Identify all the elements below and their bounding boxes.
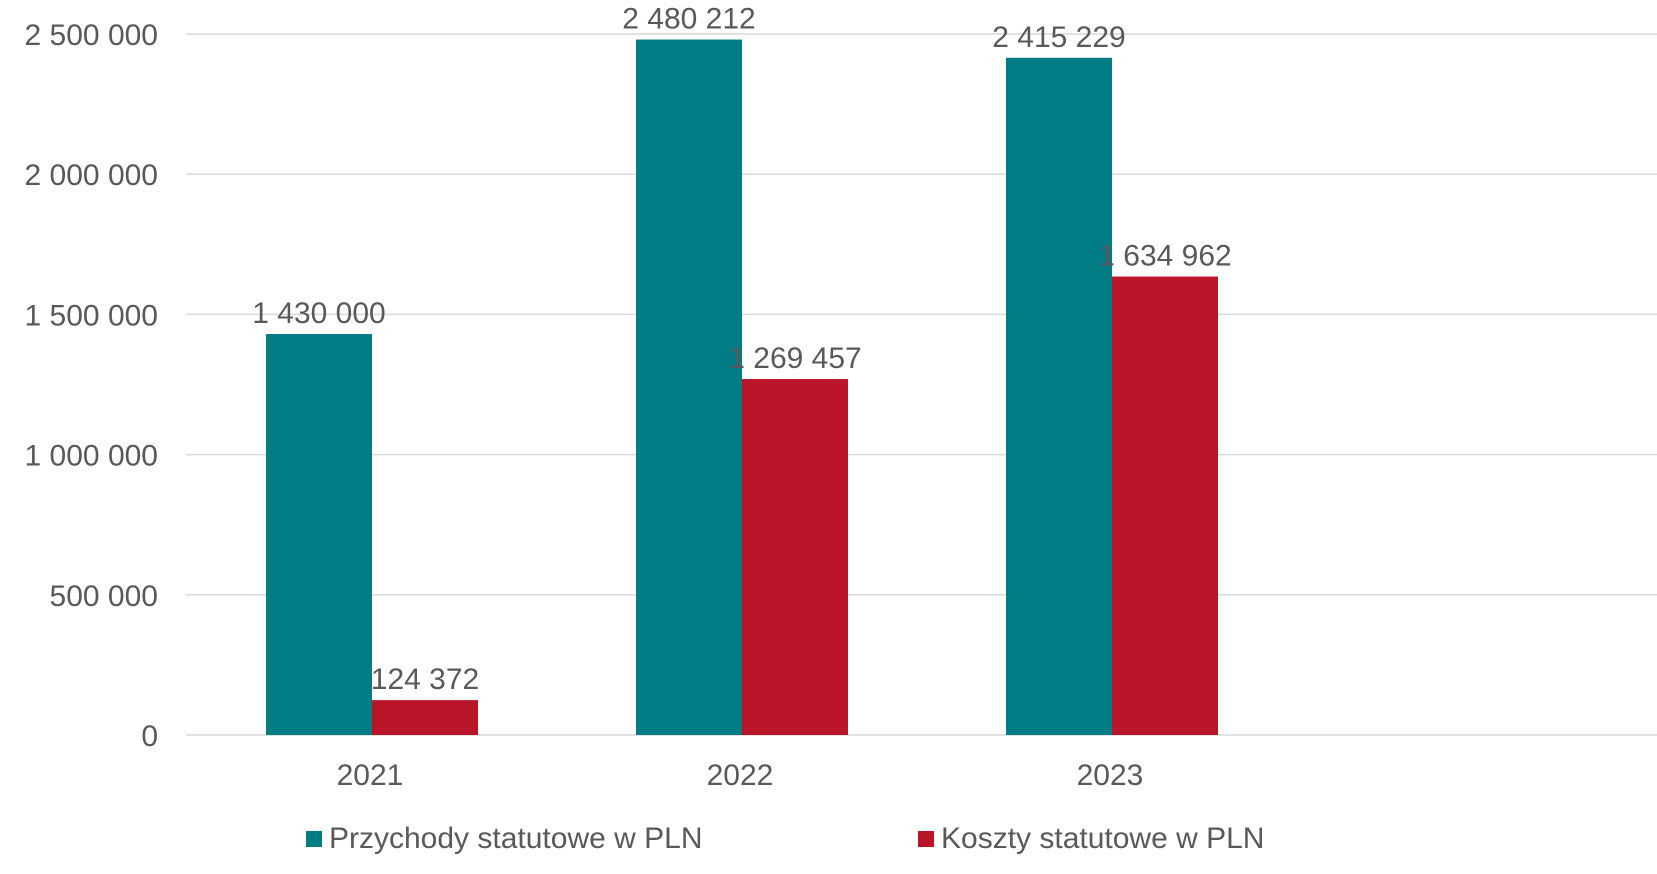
bar	[372, 700, 478, 735]
data-label: 1 269 457	[728, 342, 861, 375]
legend-item-revenue: Przychody statutowe w PLN	[306, 822, 703, 856]
bar	[266, 334, 372, 735]
y-tick-label: 500 000	[50, 580, 158, 613]
legend-swatch-costs	[918, 831, 934, 847]
data-label: 2 415 229	[992, 21, 1125, 54]
bar	[1006, 57, 1112, 736]
legend-item-costs: Koszty statutowe w PLN	[918, 822, 1264, 856]
data-label: 1 430 000	[252, 297, 385, 330]
legend-label-revenue: Przychody statutowe w PLN	[329, 822, 703, 855]
bar	[636, 39, 742, 735]
x-tick-label: 2021	[337, 759, 404, 792]
y-tick-label: 1 000 000	[25, 440, 158, 473]
y-tick-label: 0	[141, 720, 158, 753]
x-tick-label: 2023	[1077, 759, 1144, 792]
bar	[1112, 276, 1218, 735]
y-tick-label: 2 500 000	[25, 19, 158, 52]
y-tick-label: 2 000 000	[25, 159, 158, 192]
y-tick-label: 1 500 000	[25, 299, 158, 332]
x-tick-label: 2022	[707, 759, 774, 792]
legend: Przychody statutowe w PLN Koszty statuto…	[0, 822, 1657, 866]
bar	[742, 379, 848, 735]
legend-swatch-revenue	[306, 831, 322, 847]
data-label: 2 480 212	[622, 3, 755, 36]
legend-label-costs: Koszty statutowe w PLN	[941, 822, 1265, 855]
data-label: 124 372	[371, 663, 479, 696]
data-label: 1 634 962	[1098, 240, 1231, 273]
